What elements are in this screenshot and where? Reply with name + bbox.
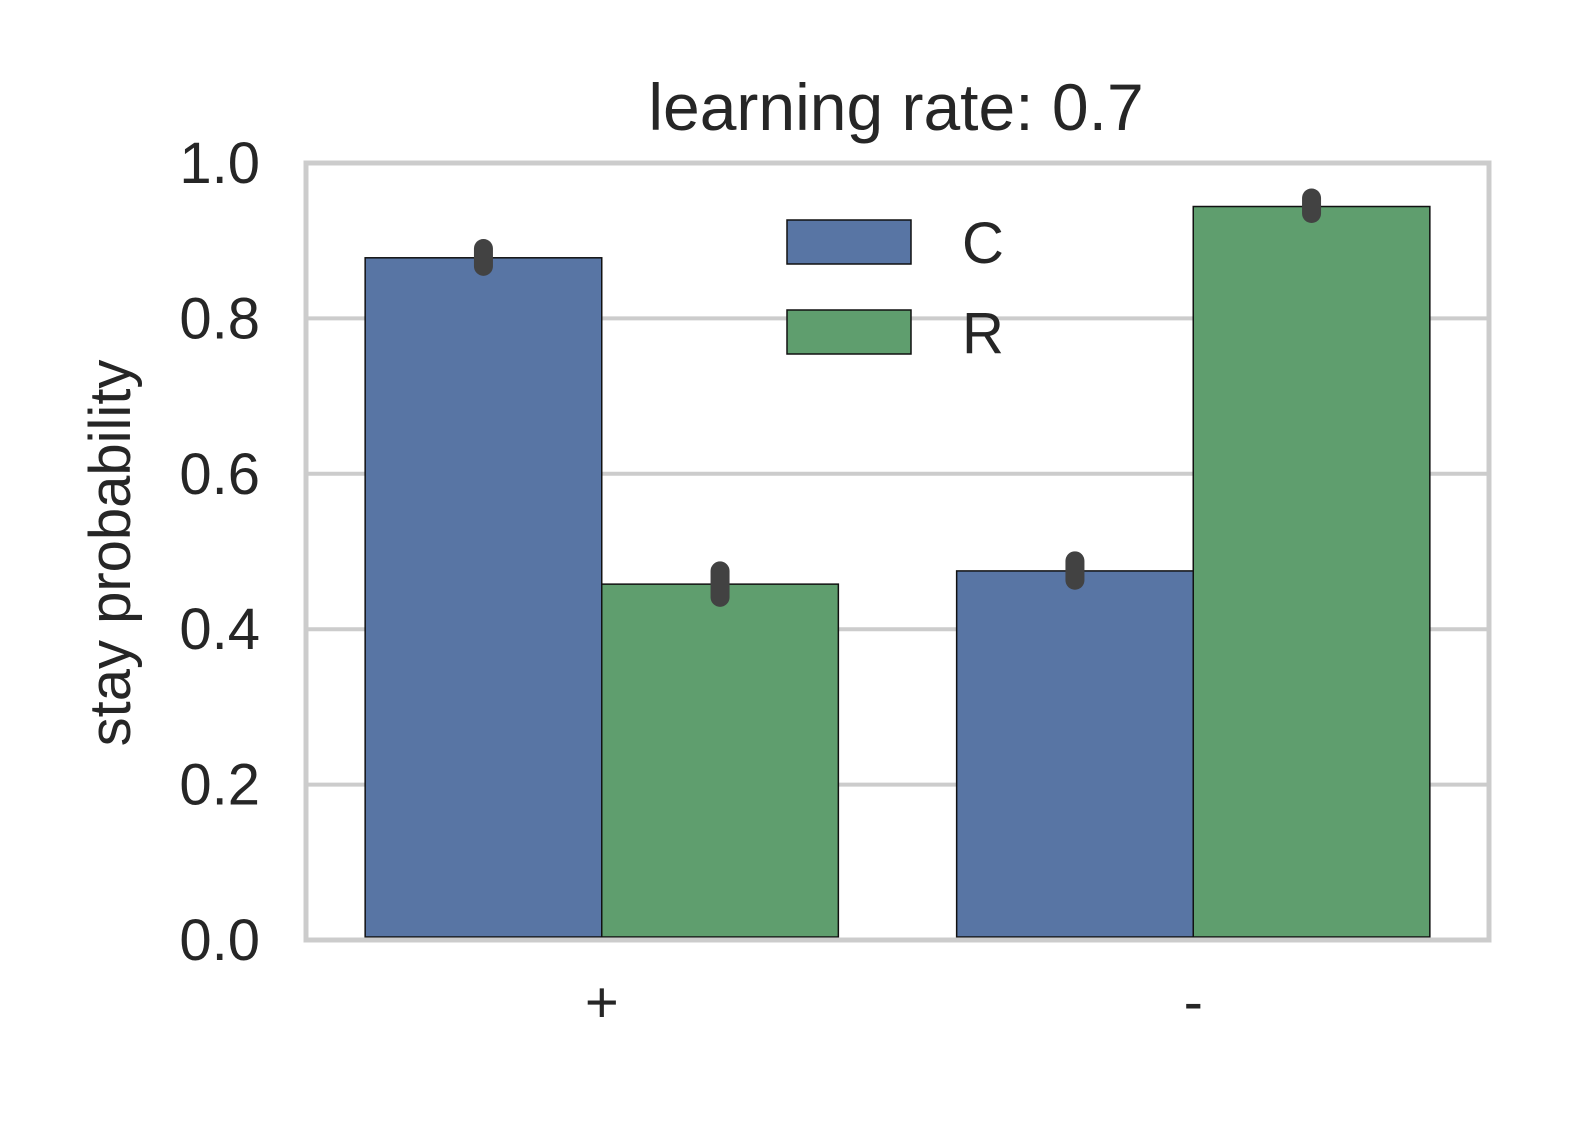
bar-C-0 bbox=[364, 257, 603, 938]
legend-swatch-C bbox=[786, 219, 912, 265]
y-tick-label: 0.0 bbox=[179, 908, 260, 973]
x-tick-labels: + - bbox=[585, 970, 1203, 1035]
legend-swatch-R bbox=[786, 309, 912, 355]
y-tick-label: 0.4 bbox=[179, 597, 260, 662]
legend: CR bbox=[786, 211, 1004, 366]
y-tick-label: 0.2 bbox=[179, 753, 260, 818]
bar-C-1 bbox=[955, 570, 1195, 938]
bar-R-1 bbox=[1192, 205, 1431, 938]
y-tick-labels: 0.0 0.2 0.4 0.6 0.8 1.0 bbox=[179, 131, 260, 973]
error-bars bbox=[473, 188, 1322, 607]
chart-title: learning rate: 0.7 bbox=[648, 70, 1143, 144]
legend-label-R: R bbox=[962, 301, 1004, 366]
y-tick-label: 0.8 bbox=[179, 286, 260, 351]
legend-label-C: C bbox=[962, 211, 1004, 276]
bar-R-0 bbox=[601, 583, 840, 938]
y-tick-label: 0.6 bbox=[179, 442, 260, 507]
y-tick-label: 1.0 bbox=[179, 131, 260, 196]
plot-frame bbox=[303, 160, 1492, 943]
y-axis-label: stay probability bbox=[78, 360, 143, 747]
x-tick-label: + bbox=[585, 970, 619, 1035]
x-tick-label: - bbox=[1184, 970, 1203, 1035]
